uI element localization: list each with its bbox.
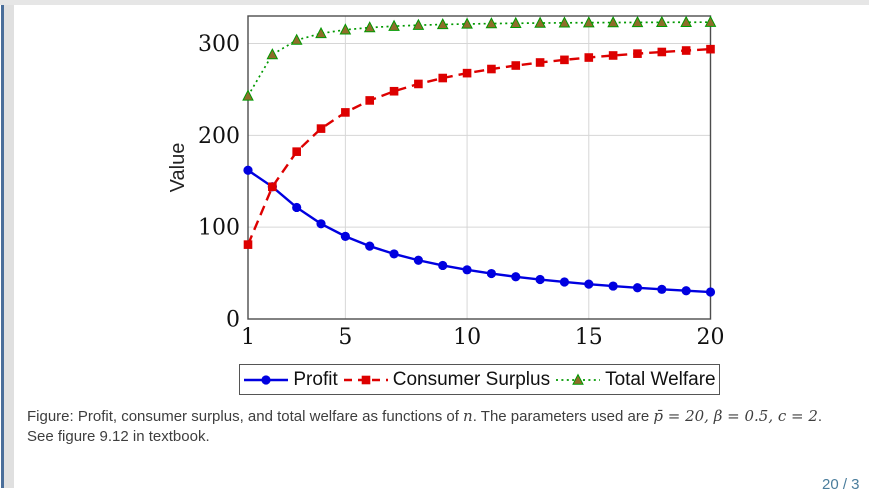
svg-text:1: 1 [241,325,255,350]
legend-sample-total-welfare [555,372,601,388]
legend-item-total-welfare: Total Welfare [555,369,716,391]
caption-math: n [463,407,473,425]
legend-line-sample [244,374,289,385]
legend-label-profit: Profit [293,368,338,390]
legend-item-profit: Profit [243,368,338,391]
legend-label-consumer-surplus: Consumer Surplus [392,368,551,390]
legend-sample-profit [243,372,289,388]
svg-text:5: 5 [338,325,352,350]
svg-text:0: 0 [226,308,240,333]
window-top-edge [0,0,869,5]
svg-text:300: 300 [198,32,240,57]
y-axis-label: Value [167,143,189,193]
legend-line-sample [556,373,601,385]
svg-text:10: 10 [453,325,481,350]
axis-frame [247,15,712,320]
series-total-welfare [242,15,717,101]
svg-text:20: 20 [697,325,725,350]
caption-text: Figure: Profit, consumer surplus, and to… [27,408,464,425]
svg-text:200: 200 [198,124,240,149]
legend-line-sample [343,375,388,384]
svg-text:100: 100 [198,216,240,241]
caption-text: . The parameters used are [472,408,654,425]
chart-legend: Profit Consumer Surplus Total Welfare [239,364,720,395]
caption-math: p̄ = 20, β = 0.5, c = 2 [653,407,818,425]
series-consumer-surplus [243,44,715,249]
legend-label-total-welfare: Total Welfare [605,368,716,390]
caption-text: . See figure 9.12 in textbook. [27,408,823,445]
svg-text:15: 15 [575,325,603,350]
window-left-border [1,5,4,488]
page-gutter [4,5,14,488]
figure-caption: Figure: Profit, consumer surplus, and to… [27,406,851,447]
legend-sample-consumer-surplus [343,372,389,388]
series-profit [243,165,716,297]
legend-item-consumer-surplus: Consumer Surplus [343,369,550,391]
grid-lines [248,16,711,319]
page-number: 20 / 3 [822,476,860,493]
